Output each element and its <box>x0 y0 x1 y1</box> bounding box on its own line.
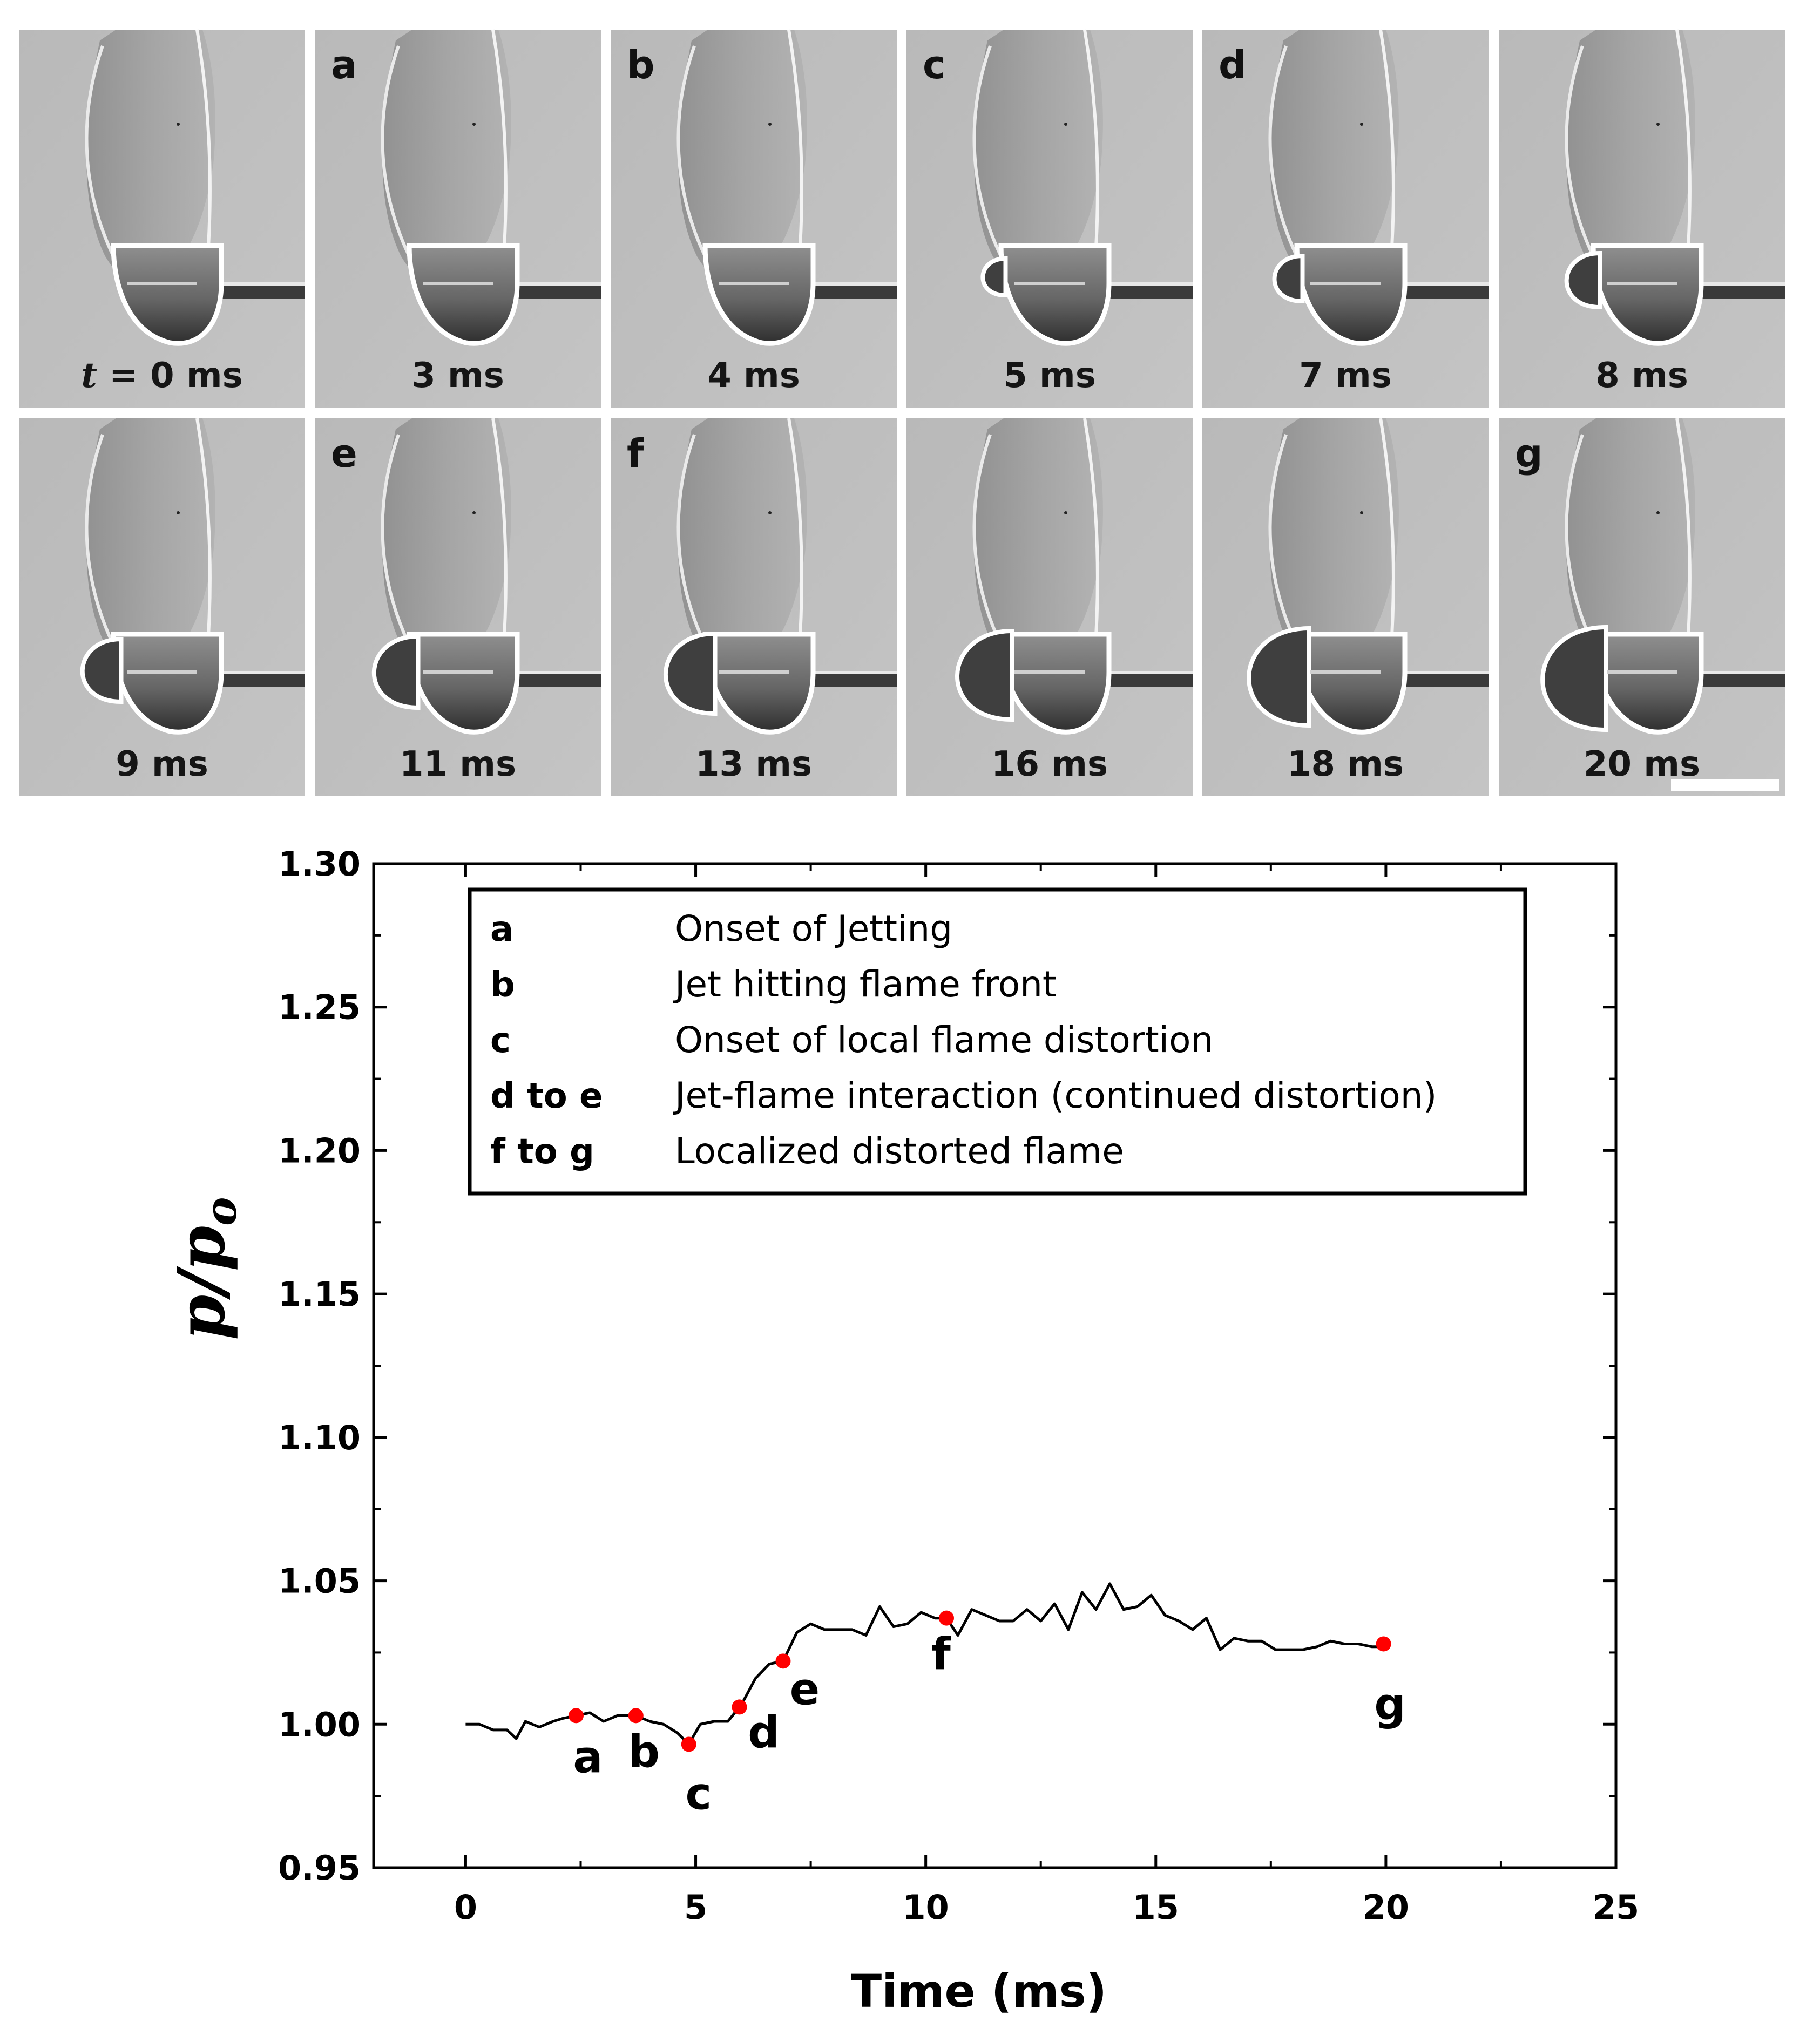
legend-key: a <box>490 910 513 949</box>
legend-key: d to e <box>490 1076 603 1116</box>
marker-label-e: e <box>790 1664 820 1715</box>
jet-bubble <box>980 256 1008 298</box>
x-tick-label: 15 <box>1133 1888 1179 1927</box>
legend-box <box>468 887 1527 1196</box>
marker-b <box>628 1708 644 1724</box>
frame-10: 18 ms <box>1202 418 1489 796</box>
frame-5: 8 ms <box>1499 30 1785 408</box>
frame-time-label: 16 ms <box>991 744 1108 784</box>
x-tick-label: 0 <box>454 1888 477 1927</box>
jet-bubble <box>1564 250 1602 310</box>
frame-8: f 13 ms <box>611 418 897 796</box>
marker-g <box>1376 1636 1391 1652</box>
y-tick-label: 1.05 <box>278 1562 361 1601</box>
frame-1: a 3 ms <box>315 30 601 408</box>
jet-bubble <box>1272 253 1305 304</box>
x-tick-label: 25 <box>1593 1888 1639 1927</box>
frame-letter: b <box>627 42 655 87</box>
marker-label-g: g <box>1374 1679 1406 1730</box>
jet-bubble <box>663 631 718 716</box>
jet-bubble <box>1540 625 1608 732</box>
y-tick-label: 1.00 <box>278 1705 361 1744</box>
legend-key: b <box>490 965 515 1005</box>
frame-time-label: 5 ms <box>1003 356 1096 396</box>
jet-bubble <box>1247 626 1311 728</box>
frame-time-label: 3 ms <box>411 356 504 396</box>
frame-time-label: 9 ms <box>116 744 208 784</box>
y-tick-label: 1.20 <box>278 1131 361 1170</box>
marker-label-b: b <box>628 1726 660 1778</box>
jet-bubble <box>371 634 421 710</box>
frame-letter: f <box>627 431 644 476</box>
legend-desc: Onset of local flame distortion <box>675 1019 1213 1061</box>
marker-label-a: a <box>573 1732 603 1783</box>
marker-label-d: d <box>748 1707 780 1758</box>
x-axis-title: Time (ms) <box>851 1965 1107 2018</box>
jet-bubble <box>80 636 124 704</box>
legend-key: f to g <box>490 1132 594 1172</box>
legend-desc: Localized distorted flame <box>675 1130 1124 1172</box>
frame-letter: a <box>331 42 357 87</box>
frame-time-label: 20 ms <box>1584 744 1700 784</box>
marker-a <box>568 1708 584 1724</box>
marker-label-c: c <box>685 1768 712 1820</box>
frame-letter: e <box>331 431 357 476</box>
jet-bubble <box>955 628 1014 722</box>
frame-2: b 4 ms <box>611 30 897 408</box>
x-tick-label: 10 <box>903 1888 949 1927</box>
frame-7: e 11 ms <box>315 418 601 796</box>
series-line-pressure <box>465 1582 1384 1746</box>
frame-3: c 5 ms <box>906 30 1193 408</box>
legend-desc: Jet hitting flame front <box>673 964 1057 1005</box>
scale-bar <box>1671 779 1779 791</box>
legend-desc: Jet-flame interaction (continued distort… <box>673 1075 1437 1116</box>
legend-desc: Onset of Jetting <box>675 908 952 949</box>
frame-time-label: 4 ms <box>707 356 800 396</box>
y-axis-title: p/po <box>164 1197 246 1340</box>
x-tick-label: 5 <box>684 1888 707 1927</box>
x-tick-label: 20 <box>1363 1888 1409 1927</box>
legend-key: c <box>490 1021 511 1061</box>
svg-text:p/po: p/po <box>164 1197 246 1340</box>
y-tick-label: 1.15 <box>278 1274 361 1314</box>
image-frames-panel: t = 0 ms a 3 ms b 4 ms c 5 ms d 7 ms 8 ms 9 ms e 11… <box>0 0 1820 810</box>
frame-time-label: 7 ms <box>1299 356 1392 396</box>
frame-letter: g <box>1515 431 1543 476</box>
frame-time-label: 13 ms <box>695 744 812 784</box>
frame-time-label: 8 ms <box>1595 356 1688 396</box>
frame-time-label: 18 ms <box>1287 744 1404 784</box>
frame-11: g 20 ms <box>1499 418 1785 796</box>
frame-time-label: t = 0 ms <box>81 355 242 396</box>
frame-9: 16 ms <box>906 418 1193 796</box>
marker-label-f: f <box>931 1629 951 1680</box>
y-tick-label: 1.30 <box>278 844 361 884</box>
marker-d <box>732 1699 747 1715</box>
frame-6: 9 ms <box>19 418 305 796</box>
marker-f <box>939 1610 955 1626</box>
y-tick-label: 0.95 <box>278 1848 361 1888</box>
marker-e <box>775 1653 791 1669</box>
frame-time-label: 11 ms <box>400 744 516 784</box>
frame-0: t = 0 ms <box>19 30 305 408</box>
y-tick-label: 1.25 <box>278 988 361 1027</box>
frame-4: d 7 ms <box>1202 30 1489 408</box>
frame-letter: d <box>1219 42 1247 87</box>
y-tick-label: 1.10 <box>278 1418 361 1457</box>
frame-letter: c <box>923 42 946 87</box>
marker-c <box>681 1736 696 1752</box>
